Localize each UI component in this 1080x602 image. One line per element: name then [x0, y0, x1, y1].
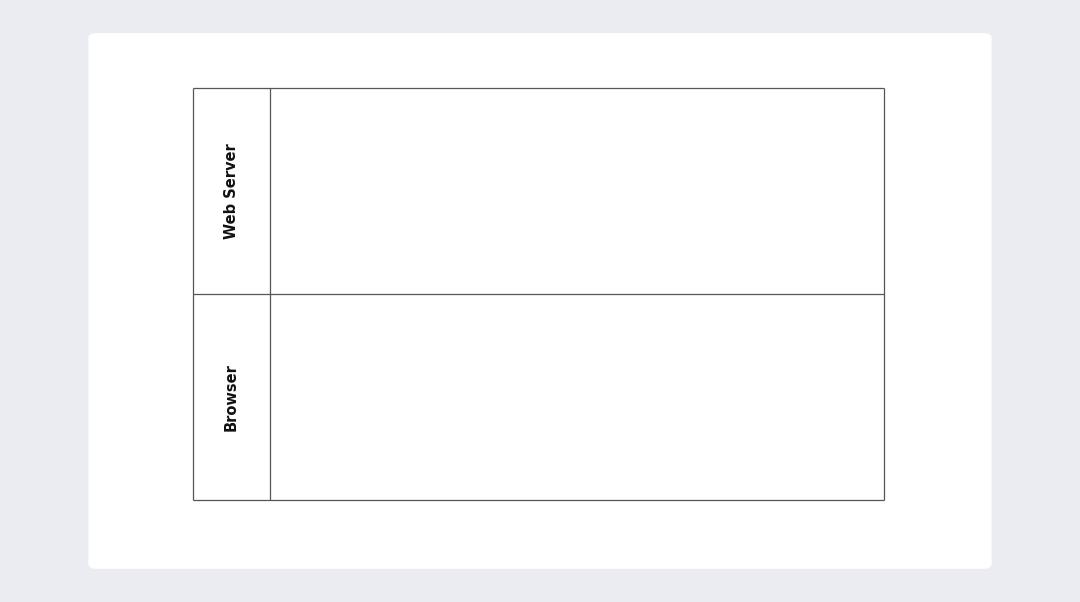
- FancyBboxPatch shape: [89, 33, 991, 569]
- Text: Browser: Browser: [224, 363, 239, 431]
- Text: Web Server: Web Server: [224, 143, 239, 239]
